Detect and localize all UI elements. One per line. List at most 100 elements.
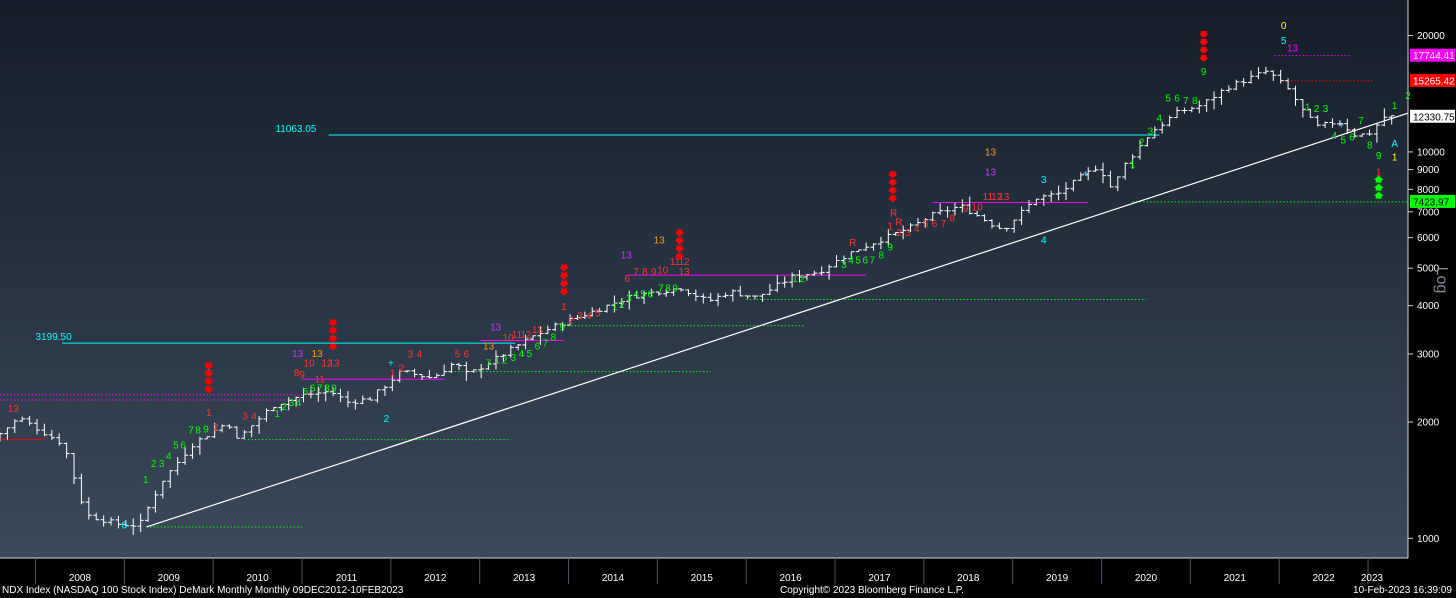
demark-count-label: 2: [1405, 91, 1411, 102]
trendline-group: [146, 112, 1409, 528]
sell-arrow-icon: [674, 229, 685, 237]
demark-count-label: 13: [998, 192, 1010, 203]
demark-count-label: A: [1391, 139, 1398, 150]
price-bar: [367, 396, 374, 401]
y-tick-label: 20000: [1417, 31, 1445, 42]
y-tick-label: 1000: [1417, 534, 1440, 545]
demark-count-label: 4: [1041, 235, 1047, 246]
demark-arrows: [203, 30, 1384, 394]
price-bar: [663, 289, 670, 297]
demark-count-label: 4: [166, 451, 172, 462]
price-bar: [1181, 107, 1188, 114]
price-bar: [1003, 227, 1010, 232]
demark-count-label: 7: [317, 383, 323, 394]
price-bar: [1048, 190, 1055, 203]
demark-count-label: 8: [665, 284, 671, 295]
sell-arrow-icon: [203, 386, 214, 394]
price-bar: [159, 480, 166, 499]
price-bar: [34, 419, 41, 435]
price-bar: [389, 374, 396, 392]
price-bar: [670, 287, 677, 296]
demark-count-label: 0: [1281, 21, 1287, 32]
price-bar: [233, 426, 240, 439]
footer-security-description: NDX Index (NASDAQ 100 Stock Index) DeMar…: [2, 585, 404, 596]
sell-arrows: [674, 229, 685, 261]
y-tick-label: 10000: [1417, 147, 1445, 158]
price-bar: [996, 222, 1003, 230]
price-bar: [559, 321, 566, 332]
price-tag: 17744.41: [1410, 48, 1455, 62]
price-bar: [811, 270, 818, 276]
y-tick-label: 9000: [1417, 165, 1440, 176]
price-bar: [152, 490, 159, 513]
demark-count-label: 10: [503, 333, 515, 344]
price-tag-label: 12330.75: [1413, 112, 1455, 123]
price-bar: [1137, 140, 1144, 160]
price-bar: [1025, 199, 1032, 214]
demark-count-label: 9: [331, 383, 337, 394]
price-bar: [1011, 219, 1018, 233]
price-bar: [352, 399, 359, 410]
demark-count-label: 3: [1323, 104, 1329, 115]
price-bar: [863, 242, 870, 251]
price-bar: [1211, 91, 1218, 110]
demark-count-label: 13: [292, 349, 304, 360]
price-bar: [1277, 69, 1284, 84]
sell-arrow-icon: [328, 327, 339, 335]
sell-arrow-icon: [674, 237, 685, 245]
trendline: [146, 112, 1409, 528]
demark-count-label: 1: [143, 475, 149, 486]
demark-count-label: 3: [1041, 175, 1047, 186]
demark-count-label: R: [895, 218, 902, 229]
demark-count-label: 3: [159, 459, 165, 470]
sell-arrow-icon: [887, 195, 898, 203]
price-bar: [1240, 78, 1247, 87]
x-tick-label: 2022: [1312, 573, 1335, 584]
price-bar: [137, 513, 144, 533]
demark-count-label: 7: [633, 267, 639, 278]
demark-count-label: 6: [647, 289, 653, 300]
price-bar: [641, 291, 648, 305]
price-bar: [1255, 67, 1262, 80]
demark-count-label: 1: [495, 356, 501, 367]
sell-arrows: [1198, 30, 1209, 62]
demark-count-label: 8: [1367, 141, 1373, 152]
price-bar: [796, 269, 803, 283]
demark-count-label: 2: [384, 414, 390, 425]
demark-count-label: 7: [188, 425, 194, 436]
y-tick-label: 4000: [1417, 301, 1440, 312]
price-bar: [418, 373, 425, 380]
demark-count-label: 11: [512, 330, 523, 341]
demark-count-label: 7: [1358, 116, 1364, 127]
price-bar: [618, 298, 625, 308]
demark-count-label: 12: [321, 359, 333, 370]
demark-count-label: R: [890, 209, 897, 220]
price-bar: [470, 369, 477, 373]
price-bar: [574, 314, 581, 321]
price-bar: [944, 206, 951, 218]
demark-count-label: 8: [324, 383, 330, 394]
price-bar: [877, 236, 884, 250]
price-bar: [285, 397, 292, 411]
demark-count-label: 5: [303, 387, 309, 398]
demark-count-label: 2: [896, 228, 902, 239]
price-bar: [1373, 122, 1380, 143]
price-bar: [145, 506, 152, 522]
price-bar: [544, 325, 551, 335]
demark-count-label: 5: [455, 349, 461, 360]
demark-count-label: 4: [1156, 113, 1162, 124]
price-bar: [1299, 99, 1306, 118]
price-bar: [455, 362, 462, 370]
price-bar: [1100, 162, 1107, 184]
price-bar: [85, 497, 92, 520]
price-bar: [1203, 99, 1210, 112]
price-bar: [907, 222, 914, 233]
price-bar: [78, 473, 85, 505]
price-tag-label: 17744.41: [1413, 51, 1455, 62]
price-bar: [189, 443, 196, 459]
demark-count-label: 10: [657, 265, 669, 276]
price-bar: [19, 416, 26, 423]
price-bar: [396, 369, 403, 383]
demark-count-label: 8: [551, 333, 557, 344]
x-tick-label: 2011: [336, 573, 358, 584]
